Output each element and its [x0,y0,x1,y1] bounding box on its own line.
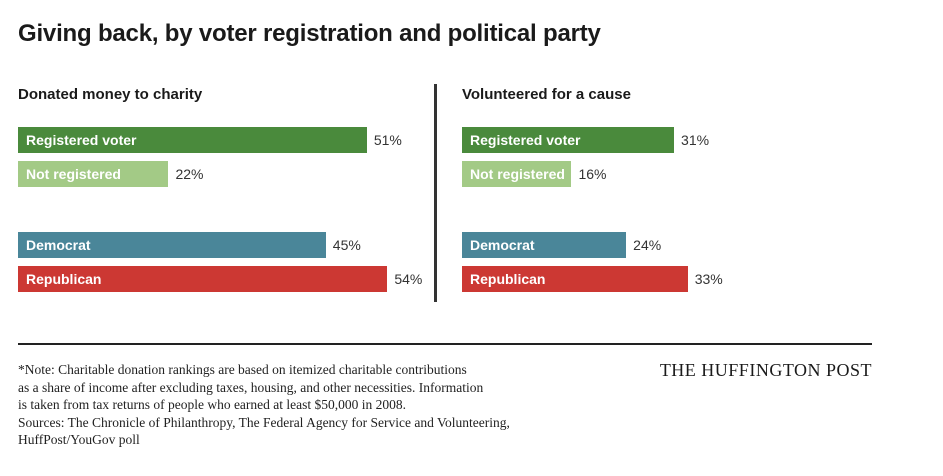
bar-label: Not registered [470,166,565,182]
footnote-line: HuffPost/YouGov poll [18,432,140,447]
bar-not-registered [462,161,572,187]
footnote-line: *Note: Charitable donation rankings are … [18,362,467,377]
bar-value-label: 33% [694,271,723,287]
bar-label: Republican [26,271,102,287]
panel-title-volunteered: Volunteered for a cause [462,86,631,103]
footnote-line: as a share of income after excluding tax… [18,379,484,395]
bar-label: Registered voter [470,132,581,148]
bar-not-registered [18,161,169,187]
bar-value-label: 31% [681,132,710,148]
bar-label: Democrat [26,237,91,253]
footnote: *Note: Charitable donation rankings are … [18,361,618,449]
panel-divider [434,84,437,302]
bar-row: Registered voter 51% [18,127,438,153]
brand-logo-text: THE HUFFINGTON POST [659,360,872,380]
bar-registered-voter [18,127,367,153]
chart-panel-volunteered: Volunteered for a cause Registered voter… [462,86,882,301]
bar-label: Republican [470,271,546,287]
bar-value-label: 22% [175,166,204,182]
bar-label: Democrat [470,237,535,253]
bar-democrat [18,232,326,258]
panel-title-donated: Donated money to charity [18,86,203,103]
bar-democrat [462,232,627,258]
bar-value-label: 51% [373,132,402,148]
bar-value-label: 54% [394,271,423,287]
bar-row: Democrat 45% [18,232,438,258]
bar-republican [462,266,688,292]
bar-row: Not registered 22% [18,161,438,187]
bar-registered-voter [462,127,675,153]
bar-row: Republican 54% [18,266,438,292]
bar-row: Registered voter 31% [462,127,882,153]
chart-panel-donated: Donated money to charity Registered vote… [18,86,438,301]
footnote-line: Sources: The Chronicle of Philanthropy, … [18,414,510,430]
bar-row: Not registered 16% [462,161,882,187]
bar-value-label: 16% [578,166,607,182]
footer-rule [18,343,872,345]
bar-republican [18,266,388,292]
bar-value-label: 45% [332,237,361,253]
bar-row: Democrat 24% [462,232,882,258]
bar-label: Registered voter [26,132,137,148]
chart-title: Giving back, by voter registration and p… [18,20,601,47]
bar-label: Not registered [26,166,121,182]
bar-value-label: 24% [633,237,662,253]
footnote-line: is taken from tax returns of people who … [18,397,407,412]
bar-row: Republican 33% [462,266,882,292]
